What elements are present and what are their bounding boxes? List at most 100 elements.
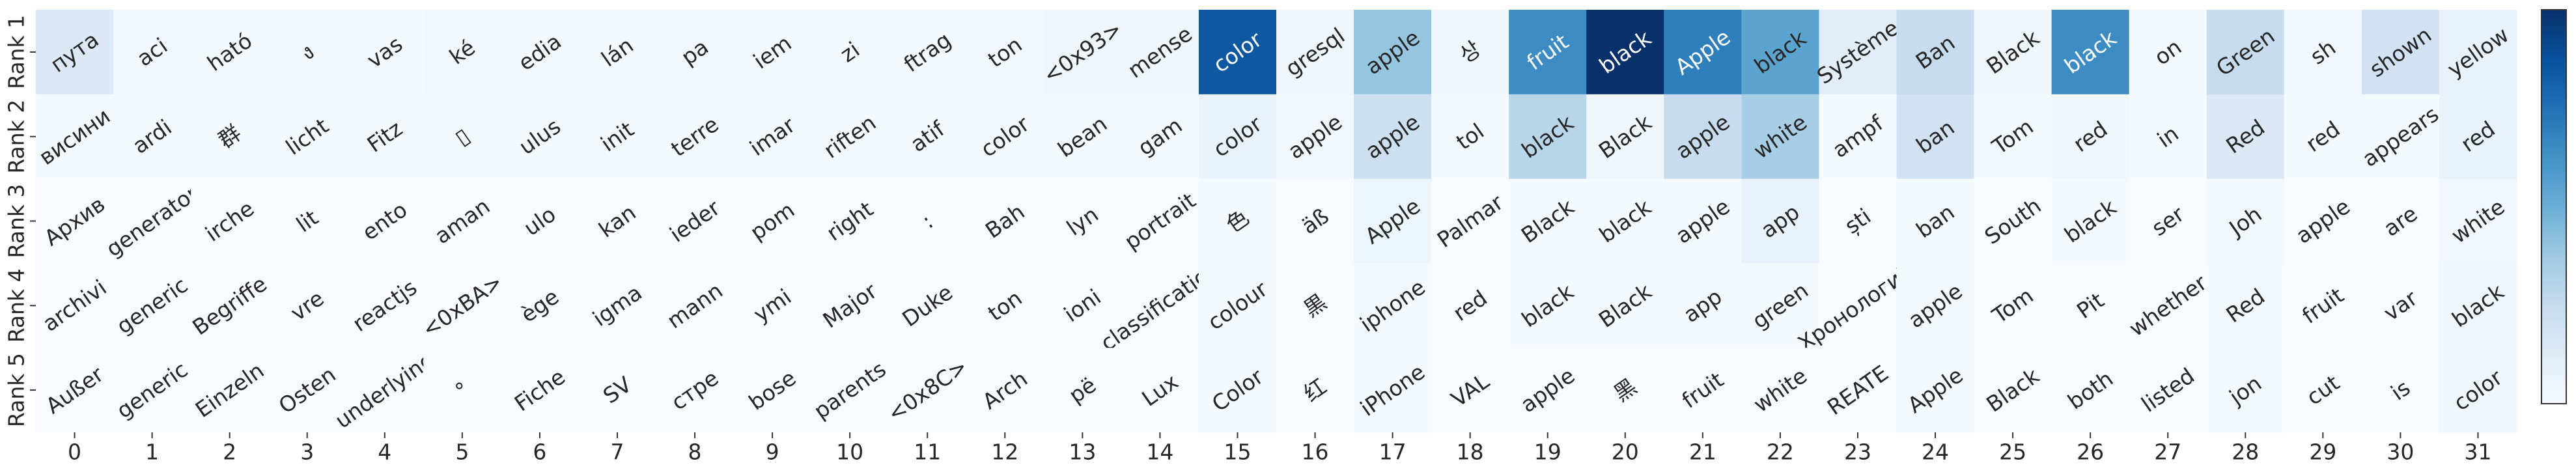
heatmap-cell [888,263,967,348]
heatmap-cell [1974,348,2052,433]
heatmap-cell [1896,178,1975,264]
heatmap-cell [113,348,191,433]
heatmap-cell [1276,178,1354,264]
heatmap-cell [501,94,579,180]
x-tick-label: 17 [1379,439,1407,465]
heatmap-cell [346,10,424,95]
heatmap-cell [2206,263,2285,348]
x-tick-label: 0 [68,439,81,465]
heatmap-cell [501,348,579,433]
heatmap-cell [1586,348,1664,433]
heatmap-cell [2284,263,2362,348]
heatmap-cell [1431,263,1509,348]
heatmap-cell [1974,10,2052,95]
heatmap-cell [1198,94,1277,180]
heatmap-cell [811,178,889,264]
x-tick-label: 11 [914,439,941,465]
heatmap-cell [966,94,1044,180]
heatmap-cell [1431,94,1509,180]
heatmap-cell [1276,348,1354,433]
heatmap-cell [1664,178,1742,264]
heatmap-cell [268,94,346,180]
heatmap-cell [1354,348,1432,433]
heatmap-cell [2129,348,2207,433]
heatmap-cell [36,263,114,348]
x-tick-label: 31 [2464,439,2491,465]
heatmap-cell [656,94,735,180]
y-tick-label: Rank 4 [4,268,29,342]
heatmap-cell [191,94,269,180]
heatmap-cell [2284,348,2362,433]
heatmap-cell [346,263,424,348]
x-tick-label: 3 [300,439,314,465]
heatmap-cell [1431,10,1509,95]
heatmap-cell [268,10,346,95]
heatmap-cell [1354,263,1432,348]
heatmap-cell [1741,94,1819,180]
heatmap-cell [1819,348,1897,433]
heatmap-cell [1043,348,1122,433]
colorbar [2541,9,2567,404]
heatmap-cell [656,348,735,433]
heatmap-cell [1509,94,1587,180]
heatmap-cell [113,263,191,348]
x-tick-label: 18 [1457,439,1484,465]
heatmap-cell [2361,263,2440,348]
heatmap-cell [2439,94,2517,180]
heatmap-cell [1819,94,1897,180]
x-tick-label: 12 [991,439,1018,465]
heatmap-cell [2439,10,2517,95]
x-tick-label: 23 [1844,439,1871,465]
heatmap-cell [2206,10,2285,95]
x-tick-label: 16 [1302,439,1329,465]
heatmap-cell [1431,178,1509,264]
heatmap-cell [2129,94,2207,180]
heatmap-cell [1354,178,1432,264]
heatmap-cell [1819,178,1897,264]
x-tick-label: 1 [145,439,159,465]
x-tick-label: 10 [836,439,863,465]
heatmap-cell [423,10,501,95]
heatmap-cell [2361,178,2440,264]
heatmap-cell [346,94,424,180]
heatmap-cell [1741,263,1819,348]
heatmap-cell [1974,178,2052,264]
x-tick-label: 21 [1689,439,1716,465]
heatmap-cell [1198,178,1277,264]
heatmap-cell [1586,178,1664,264]
heatmap-cell [888,94,967,180]
heatmap-cell [1354,10,1432,95]
heatmap-cell [2206,178,2285,264]
heatmap-cell [423,178,501,264]
heatmap-cell [966,178,1044,264]
y-tick-label: Rank 3 [4,184,29,258]
y-tick-label: Rank 5 [4,353,29,427]
heatmap-cell [1509,10,1587,95]
heatmap-cell [811,348,889,433]
heatmap-cell [1664,263,1742,348]
y-tick-label: Rank 1 [4,15,29,89]
heatmap-cell [1741,10,1819,95]
heatmap-cell [733,10,812,95]
heatmap-cell [2284,178,2362,264]
heatmap-cell [811,94,889,180]
heatmap-cell [1198,10,1277,95]
heatmap-cell [2129,10,2207,95]
heatmap-cell [2129,178,2207,264]
heatmap-cell [656,263,735,348]
x-tick-label: 14 [1146,439,1173,465]
heatmap-cell [1819,263,1897,348]
heatmap-cell [423,263,501,348]
heatmap-cell [578,178,656,264]
heatmap-cell [423,348,501,433]
heatmap-cell [501,10,579,95]
x-tick-label: 13 [1069,439,1096,465]
heatmap-cell [811,10,889,95]
heatmap-cell [888,10,967,95]
heatmap-cell [1896,10,1975,95]
heatmap-cell [268,178,346,264]
heatmap-cell [2051,263,2130,348]
heatmap-cell [2206,94,2285,180]
y-tick-label: Rank 2 [4,100,29,174]
